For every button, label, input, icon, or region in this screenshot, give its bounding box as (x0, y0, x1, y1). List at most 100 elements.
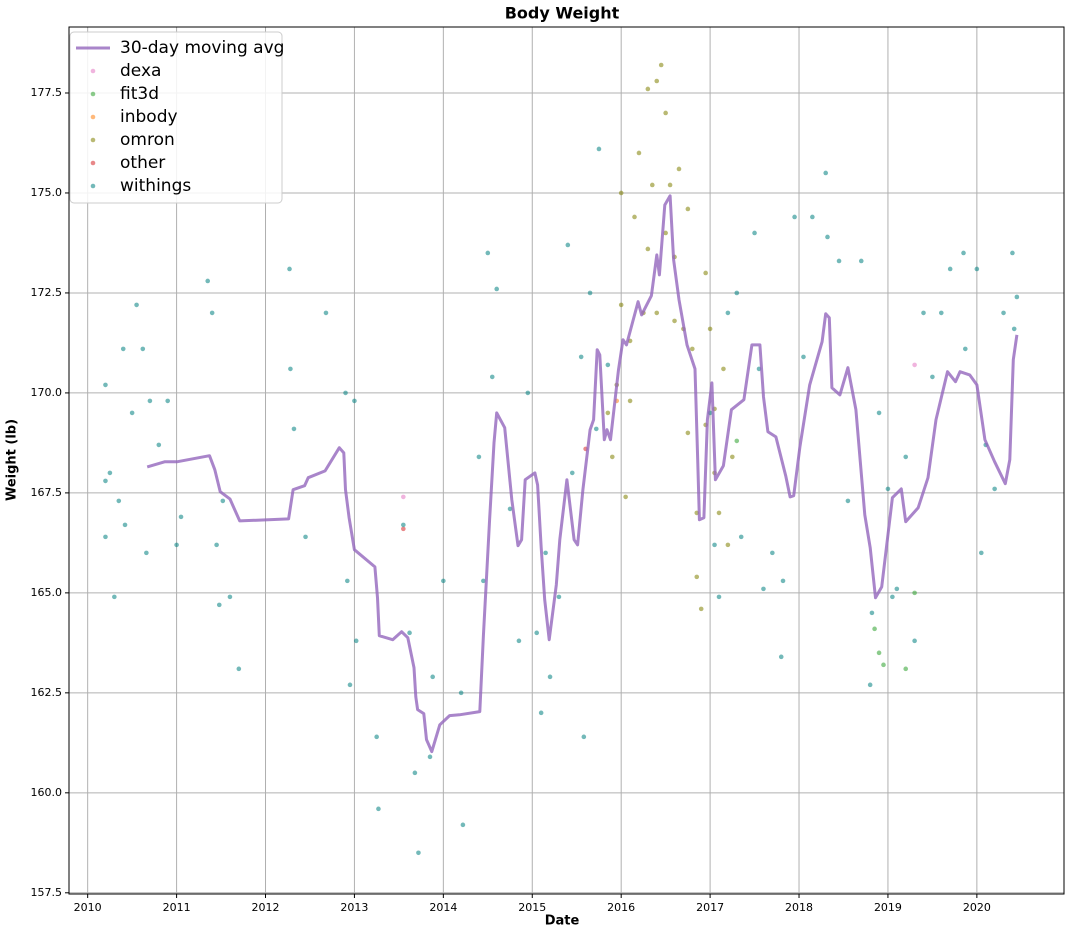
data-point (538, 710, 544, 716)
y-tick-label: 167.5 (31, 486, 63, 499)
data-point (823, 170, 828, 176)
data-point (525, 390, 531, 396)
data-point (494, 286, 499, 292)
legend-swatch (90, 183, 96, 189)
data-point (543, 550, 548, 556)
data-point (623, 494, 628, 500)
data-point (156, 442, 162, 448)
data-point (547, 674, 553, 680)
x-tick-label: 2013 (340, 901, 368, 914)
data-point (810, 214, 815, 220)
data-point (593, 426, 599, 432)
data-point (725, 310, 731, 316)
legend-label: omron (120, 130, 175, 150)
x-tick-label: 2015 (518, 901, 546, 914)
data-point (534, 630, 540, 636)
data-point (343, 390, 348, 396)
data-point (288, 366, 293, 372)
data-point (178, 514, 184, 520)
data-point (845, 498, 851, 504)
data-point (507, 506, 513, 512)
data-point (441, 578, 446, 584)
y-tick-label: 177.5 (31, 86, 63, 99)
data-point (703, 270, 708, 276)
x-tick-label: 2019 (874, 901, 902, 914)
data-point (227, 594, 233, 600)
data-point (876, 650, 882, 656)
data-point (556, 594, 562, 600)
legend-swatch (90, 91, 96, 97)
data-point (216, 602, 222, 608)
legend-swatch (90, 114, 96, 120)
data-point (291, 426, 297, 432)
data-point (1010, 250, 1015, 256)
data-point (412, 770, 418, 776)
data-point (122, 522, 128, 528)
data-point (353, 638, 359, 644)
x-tick-label: 2020 (963, 901, 991, 914)
data-point (778, 654, 784, 660)
x-tick-label: 2017 (696, 901, 724, 914)
data-point (836, 258, 842, 264)
legend-swatch (90, 160, 96, 166)
data-point (476, 454, 482, 460)
data-point (565, 242, 571, 248)
data-point (116, 498, 122, 504)
chart-title: Body Weight (505, 4, 620, 23)
data-point (205, 278, 211, 284)
data-point (712, 542, 717, 548)
data-point (869, 610, 875, 616)
data-point (120, 346, 126, 352)
data-point (165, 398, 170, 404)
data-point (921, 310, 926, 316)
data-point (721, 366, 726, 372)
data-point (578, 354, 584, 360)
data-point (485, 250, 491, 256)
data-point (979, 550, 984, 556)
data-point (632, 214, 637, 220)
data-point (352, 398, 357, 404)
data-point (992, 486, 997, 492)
data-point (734, 438, 740, 444)
legend-label: dexa (120, 61, 161, 81)
y-tick-label: 175.0 (31, 186, 63, 199)
data-point (147, 398, 153, 404)
data-point (685, 430, 691, 436)
data-point (690, 346, 695, 352)
data-point (672, 318, 677, 324)
data-point (858, 258, 864, 264)
data-point (676, 166, 682, 172)
data-point (427, 754, 433, 760)
y-tick-label: 170.0 (31, 386, 63, 399)
data-point (894, 586, 900, 592)
data-point (650, 182, 655, 188)
data-point (374, 734, 379, 740)
data-point (730, 454, 735, 460)
data-point (1014, 294, 1020, 300)
x-tick-label: 2016 (607, 901, 635, 914)
data-point (489, 374, 495, 380)
data-point (780, 578, 786, 584)
x-axis-label: Date (545, 914, 580, 929)
data-point (618, 190, 624, 196)
data-point (725, 542, 731, 548)
moving-average-line (146, 194, 1019, 754)
legend-swatch (90, 137, 96, 143)
y-axis-label: Weight (lb) (5, 419, 20, 501)
data-point (303, 534, 308, 540)
data-point (645, 246, 651, 252)
data-point (140, 346, 146, 352)
data-point (609, 454, 615, 460)
data-point (581, 734, 587, 740)
x-tick-label: 2014 (429, 901, 457, 914)
data-point (930, 374, 935, 380)
data-point (645, 86, 651, 92)
data-point (876, 410, 882, 416)
y-tick-label: 162.5 (31, 686, 63, 699)
data-point (885, 486, 891, 492)
data-point (174, 542, 179, 548)
data-point (516, 638, 522, 644)
data-point (345, 578, 350, 584)
data-point (903, 454, 909, 460)
